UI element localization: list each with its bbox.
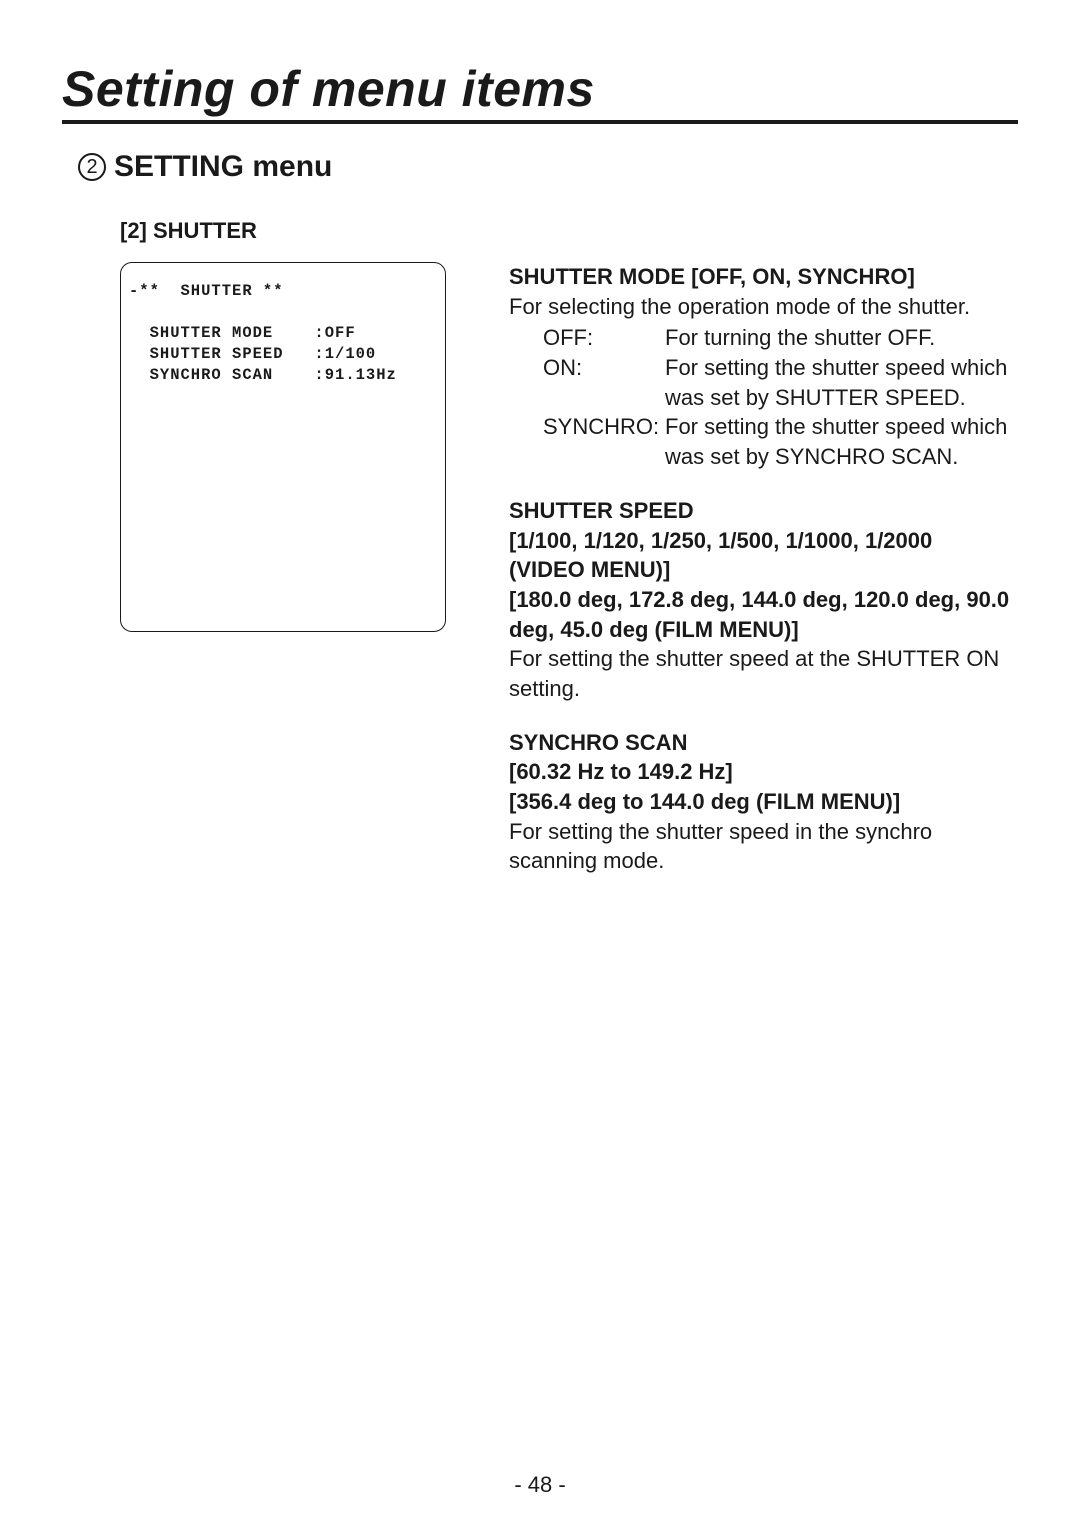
option-key: ON: [543,353,665,383]
shutter-speed-heading-2: [1/100, 1/120, 1/250, 1/500, 1/1000, 1/2… [509,526,1010,585]
left-column: -** SHUTTER ** SHUTTER MODE :OFF SHUTTER… [62,262,487,632]
option-row: OFF: For turning the shutter OFF. [543,323,1010,353]
menu-display-text: -** SHUTTER ** SHUTTER MODE :OFF SHUTTER… [129,281,437,386]
shutter-speed-heading-3: [180.0 deg, 172.8 deg, 144.0 deg, 120.0 … [509,585,1010,644]
synchro-scan-block: SYNCHRO SCAN [60.32 Hz to 149.2 Hz] [356… [509,728,1010,876]
subtitle-text: SETTING menu [114,150,332,184]
subtitle-row: 2 SETTING menu [78,150,1018,184]
page: Setting of menu items 2 SETTING menu [2]… [0,0,1080,1532]
title-wrap: Setting of menu items [62,60,1018,124]
shutter-mode-intro: For selecting the operation mode of the … [509,292,1010,322]
option-value: For setting the shutter speed which was … [665,412,1010,471]
option-value: For turning the shutter OFF. [665,323,1010,353]
shutter-mode-options: OFF: For turning the shutter OFF. ON: Fo… [543,323,1010,471]
section-heading: [2] SHUTTER [120,218,1018,244]
option-row: SYNCHRO: For setting the shutter speed w… [543,412,1010,471]
shutter-speed-heading-1: SHUTTER SPEED [509,496,1010,526]
synchro-scan-heading-2: [60.32 Hz to 149.2 Hz] [509,757,1010,787]
synchro-scan-heading-3: [356.4 deg to 144.0 deg (FILM MENU)] [509,787,1010,817]
page-number: - 48 - [0,1472,1080,1498]
page-title: Setting of menu items [62,60,1018,118]
option-value: For setting the shutter speed which was … [665,353,1010,412]
subtitle-number-icon: 2 [78,153,106,181]
right-column: SHUTTER MODE [OFF, ON, SYNCHRO] For sele… [487,262,1018,900]
menu-display-box: -** SHUTTER ** SHUTTER MODE :OFF SHUTTER… [120,262,446,632]
synchro-scan-heading-1: SYNCHRO SCAN [509,728,1010,758]
option-row: ON: For setting the shutter speed which … [543,353,1010,412]
option-key: OFF: [543,323,665,353]
shutter-speed-body: For setting the shutter speed at the SHU… [509,644,1010,703]
shutter-mode-block: SHUTTER MODE [OFF, ON, SYNCHRO] For sele… [509,262,1010,472]
shutter-mode-heading: SHUTTER MODE [OFF, ON, SYNCHRO] [509,262,1010,292]
option-key: SYNCHRO: [543,412,665,442]
shutter-speed-block: SHUTTER SPEED [1/100, 1/120, 1/250, 1/50… [509,496,1010,704]
columns: -** SHUTTER ** SHUTTER MODE :OFF SHUTTER… [62,262,1018,900]
synchro-scan-body: For setting the shutter speed in the syn… [509,817,1010,876]
